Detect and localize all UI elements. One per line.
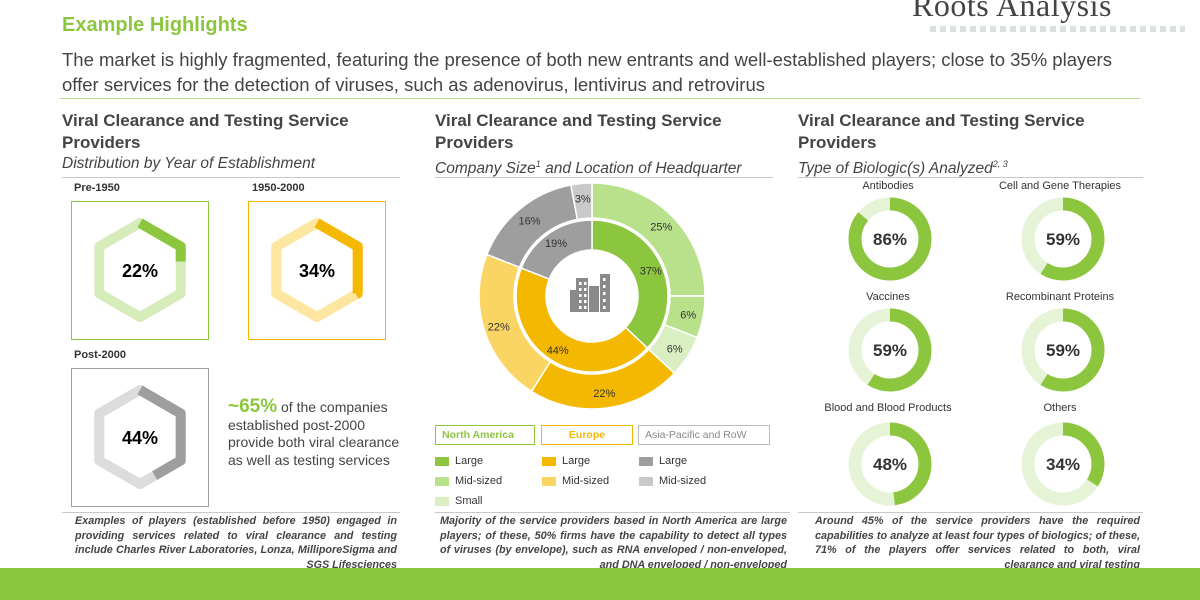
- inner-label-2: 19%: [545, 238, 567, 250]
- hexagon-chart: 22% 34% 44%: [94, 218, 363, 489]
- inner-label-1: 44%: [547, 345, 569, 357]
- panel3-divider: [798, 177, 1143, 178]
- ring-value-1: 59%: [1046, 230, 1080, 249]
- inner-slice-2: [520, 219, 593, 281]
- legend-na-mid: Mid-sized: [435, 475, 502, 487]
- legend-na-small: Small: [435, 495, 483, 507]
- hex-box-1: [248, 201, 386, 340]
- panel3-title: Viral Clearance and Testing Service Prov…: [798, 111, 1085, 152]
- outer-label-2: 6%: [667, 344, 683, 356]
- ring-label-5: Others: [1043, 402, 1077, 414]
- hex-progress-1: [314, 218, 363, 299]
- ring-label-1: Cell and Gene Therapies: [998, 180, 1122, 192]
- panel1-subtitle: Distribution by Year of Establishment: [62, 155, 316, 172]
- hex-value-1: 34%: [299, 261, 335, 281]
- ring-progress-3: [1021, 308, 1105, 392]
- summary-text: The market is highly fragmented, featuri…: [62, 49, 1112, 95]
- panel1-divider: [62, 177, 400, 178]
- brand-tagline-strip: [930, 26, 1185, 32]
- hex-label-1: 1950-2000: [252, 182, 305, 194]
- outer-label-1: 6%: [680, 309, 696, 321]
- ring-value-0: 86%: [873, 230, 907, 249]
- panel2-footnote: Majority of the service providers based …: [440, 515, 787, 571]
- panel1-footnote: Examples of players (established before …: [75, 515, 397, 571]
- ring-progress-5: [1021, 422, 1105, 506]
- ring-progress-2: [848, 308, 932, 392]
- hex-progress-2: [137, 385, 186, 480]
- ring-progress-4: [848, 422, 932, 506]
- brand-logo: Roots Analysis: [912, 0, 1112, 23]
- ring-label-4: Blood and Blood Products: [824, 402, 952, 414]
- outer-label-0: 25%: [650, 222, 672, 234]
- panel3-subtitle: Type of Biologic(s) Analyzed2, 3: [798, 159, 1008, 178]
- stat-callout: ~65% of the companies established post-2…: [228, 396, 408, 469]
- hex-label-0: Pre-1950: [74, 182, 120, 194]
- legend-eu-mid: Mid-sized: [542, 475, 609, 487]
- page-title: Example Highlights: [62, 14, 248, 36]
- legend-region-apac: Asia-Pacific and RoW: [638, 425, 770, 445]
- header-divider: [60, 98, 1140, 99]
- ring-value-2: 59%: [873, 341, 907, 360]
- panel2-footer-divider: [435, 512, 790, 513]
- legend-apac-mid: Mid-sized: [639, 475, 706, 487]
- ring-label-3: Recombinant Proteins: [1005, 291, 1115, 303]
- ring-label-0: Antibodies: [862, 180, 914, 192]
- hex-box-0: [71, 201, 209, 340]
- outer-label-5: 16%: [519, 215, 541, 227]
- ring-progress-0: [848, 197, 932, 281]
- panel3-footnote: Around 45% of the service providers have…: [815, 515, 1140, 571]
- panel2-title: Viral Clearance and Testing Service Prov…: [435, 111, 722, 152]
- stat-value: ~65%: [228, 396, 278, 417]
- inner-slice-1: [515, 267, 649, 373]
- legend-na-large: Large: [435, 455, 483, 467]
- bottom-band: [0, 568, 1200, 600]
- outer-label-6: 3%: [575, 193, 591, 205]
- hex-progress-0: [137, 218, 186, 262]
- outer-label-4: 22%: [488, 321, 510, 333]
- ring-value-5: 34%: [1046, 455, 1080, 474]
- panel2-subtitle: Company Size1 and Location of Headquarte…: [435, 159, 742, 178]
- inner-label-0: 37%: [640, 266, 662, 278]
- sunburst-chart: 37% 44% 19% 25% 6% 6% 22% 22% 16% 3%: [478, 182, 706, 410]
- legend-region-eu: Europe: [541, 425, 633, 445]
- ring-value-4: 48%: [873, 455, 907, 474]
- legend-region-na: North America: [435, 425, 535, 445]
- stat-text: of the companies established post-2000 p…: [228, 399, 400, 468]
- inner-slice-0: [591, 219, 669, 350]
- outer-slice-6: [569, 182, 593, 221]
- panel2-divider: [435, 177, 773, 178]
- legend-eu-large: Large: [542, 455, 590, 467]
- outer-label-3: 22%: [593, 388, 615, 400]
- panel1-footer-divider: [62, 512, 400, 513]
- hex-box-2: [71, 368, 209, 507]
- hex-value-0: 22%: [122, 261, 158, 281]
- building-icon: [570, 274, 610, 312]
- ring-charts: 86% 59% 59% 59% 48% 34%: [848, 197, 1105, 506]
- hex-label-2: Post-2000: [74, 349, 126, 361]
- panel3-footer-divider: [798, 512, 1143, 513]
- legend-apac-large: Large: [639, 455, 687, 467]
- ring-label-2: Vaccines: [866, 291, 910, 303]
- panel1-title: Viral Clearance and Testing Service Prov…: [62, 111, 349, 152]
- ring-progress-1: [1021, 197, 1105, 281]
- ring-value-3: 59%: [1046, 341, 1080, 360]
- hex-value-2: 44%: [122, 428, 158, 448]
